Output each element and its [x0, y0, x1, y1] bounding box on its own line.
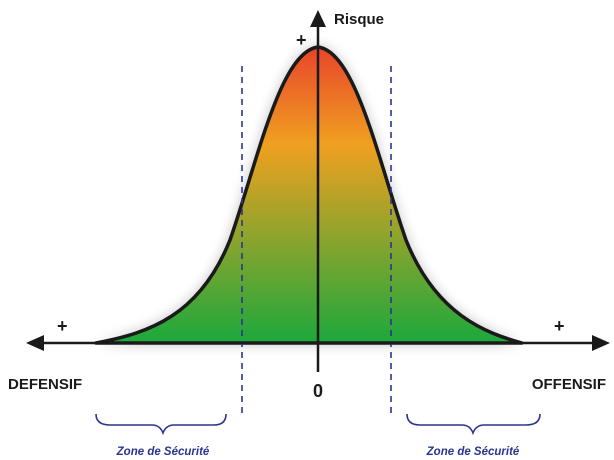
left-zone-label: Zone de Sécurité	[116, 446, 210, 458]
right-zone-label: Zone de Sécurité	[426, 446, 520, 458]
right-plus: +	[554, 316, 565, 336]
left-arrow-icon	[26, 335, 44, 351]
right-zone-brace	[406, 413, 541, 436]
left-zone-brace	[95, 413, 227, 436]
y-axis-label: Risque	[334, 11, 384, 28]
origin-label: 0	[313, 381, 323, 401]
right-arrow-icon	[592, 335, 610, 351]
defensive-label: DEFENSIF	[8, 376, 82, 393]
y-axis-plus: +	[296, 30, 307, 50]
offensive-label: OFFENSIF	[532, 376, 606, 393]
bell-curve	[94, 45, 524, 345]
up-arrow-icon	[310, 10, 326, 27]
left-plus: +	[57, 316, 68, 336]
